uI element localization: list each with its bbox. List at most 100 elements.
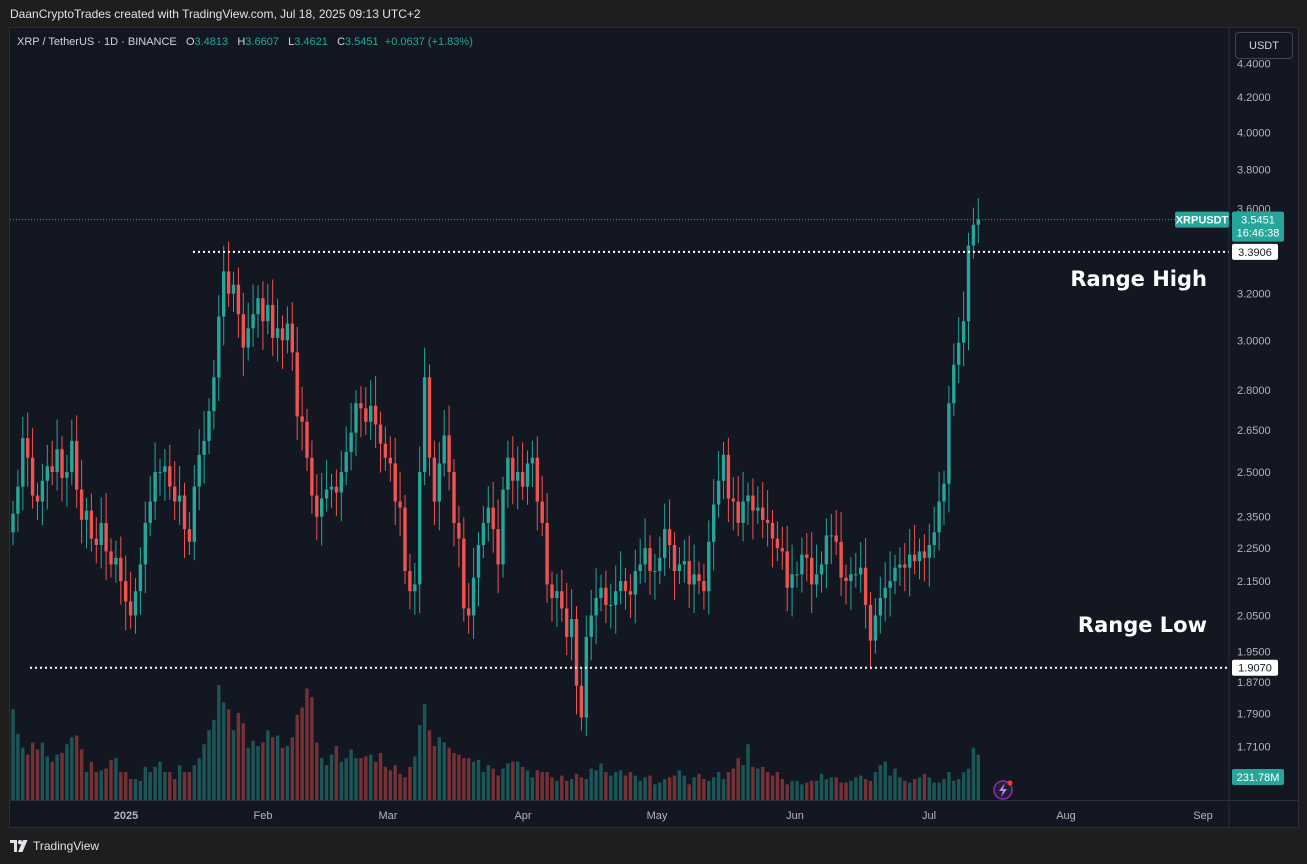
volume-bar xyxy=(94,772,98,800)
volume-bar xyxy=(177,765,182,800)
candle xyxy=(187,512,192,555)
candle xyxy=(672,532,677,600)
candle xyxy=(873,598,878,654)
currency-button[interactable]: USDT xyxy=(1235,32,1293,59)
price-axis[interactable]: 4.40004.20004.00003.80003.60003.20003.00… xyxy=(1228,28,1271,828)
volume-tag-group: 231.78M xyxy=(993,769,1284,800)
volume-bar xyxy=(908,782,912,800)
candle xyxy=(883,562,887,622)
candle xyxy=(192,465,196,561)
volume-bar xyxy=(271,737,275,800)
candle xyxy=(212,360,216,430)
candle xyxy=(569,589,574,661)
candle xyxy=(599,574,603,612)
candle xyxy=(349,402,353,471)
volume-bar xyxy=(957,779,961,800)
range-annotation: Range High xyxy=(1070,267,1207,291)
candle xyxy=(917,538,922,580)
candle xyxy=(961,291,966,367)
volume-bar xyxy=(30,742,35,800)
volume-bar xyxy=(246,747,250,800)
candle xyxy=(344,426,348,486)
candle xyxy=(957,317,961,384)
volume-bar xyxy=(888,775,892,800)
volume-bar xyxy=(810,780,814,800)
volume-bar xyxy=(158,761,162,800)
volume-bar xyxy=(878,765,882,800)
volume-bar xyxy=(555,780,559,800)
volume-bar xyxy=(70,737,74,800)
candle xyxy=(119,536,123,605)
price-tick-label: 4.4000 xyxy=(1237,59,1271,71)
candle xyxy=(560,569,564,622)
candle xyxy=(761,482,765,539)
volume-bar xyxy=(393,765,397,800)
candle xyxy=(628,574,633,619)
candle xyxy=(114,540,118,583)
time-axis[interactable]: 2025 Feb Mar Apr May Jun Jul Aug Sep xyxy=(114,810,1213,822)
time-tick-label: Aug xyxy=(1056,810,1076,822)
volume-bar xyxy=(285,745,290,800)
volume-bar xyxy=(618,770,623,800)
candle xyxy=(222,245,226,346)
candle xyxy=(462,517,466,622)
candle xyxy=(491,482,495,553)
volume-bar xyxy=(628,772,633,800)
volume-bar xyxy=(638,780,642,800)
candle xyxy=(177,465,182,526)
candle xyxy=(555,574,559,627)
candle xyxy=(30,427,35,509)
volume-bar xyxy=(569,779,574,800)
volume-bar xyxy=(290,737,294,800)
candle xyxy=(486,486,490,542)
candle xyxy=(868,592,873,670)
volume-bar xyxy=(839,782,843,800)
volume-bar xyxy=(834,777,838,800)
candle xyxy=(378,411,383,473)
volume-bar xyxy=(462,758,466,800)
candle xyxy=(614,565,618,634)
candle xyxy=(388,436,392,482)
candle xyxy=(408,553,412,610)
symbol-legend[interactable]: XRP / TetherUS · 1D · BINANCE O3.4813 H3… xyxy=(17,36,473,48)
volume-bar xyxy=(922,773,927,800)
volume-bar xyxy=(432,745,437,800)
price-chart[interactable]: 4.40004.20004.00003.80003.60003.20003.00… xyxy=(10,28,1299,828)
volume-bar xyxy=(873,772,878,800)
candle xyxy=(471,547,476,639)
volume-bar xyxy=(11,709,15,800)
price-tick-label: 1.7100 xyxy=(1237,742,1271,754)
volume-bar xyxy=(437,737,441,800)
volume-bar xyxy=(383,766,388,800)
candle xyxy=(863,537,868,629)
candle xyxy=(241,292,245,377)
volume-bar xyxy=(173,779,177,800)
volume-bar xyxy=(677,770,682,800)
range-annotation: Range Low xyxy=(1078,613,1207,637)
candle xyxy=(148,475,152,537)
chart-pane[interactable]: 4.4000 4.2000 4.0000 3.8000 3.6000 3.2000 3.00… xyxy=(9,27,1299,828)
candle xyxy=(315,474,319,541)
lightning-icon[interactable] xyxy=(993,780,1013,800)
volume-bar xyxy=(481,772,486,800)
candle xyxy=(878,576,882,634)
candle xyxy=(271,279,275,357)
candle xyxy=(609,583,613,629)
annotations: Range High Range Low xyxy=(1070,267,1207,637)
attribution-text: DaanCryptoTrades created with TradingVie… xyxy=(10,7,421,21)
candle xyxy=(138,547,143,615)
symbol-pair[interactable]: XRP / TetherUS · 1D · BINANCE xyxy=(17,36,177,48)
volume-bar xyxy=(486,765,490,800)
volume-bar xyxy=(545,772,549,800)
volume-bar xyxy=(648,775,652,800)
candle xyxy=(849,557,853,610)
tradingview-logo[interactable]: TradingView xyxy=(10,838,99,854)
candle xyxy=(305,408,309,471)
volume-bar xyxy=(697,773,701,800)
volume-bar xyxy=(217,685,221,800)
candle xyxy=(712,478,716,571)
candle xyxy=(516,446,520,510)
candle xyxy=(236,267,241,338)
candle xyxy=(898,547,902,587)
